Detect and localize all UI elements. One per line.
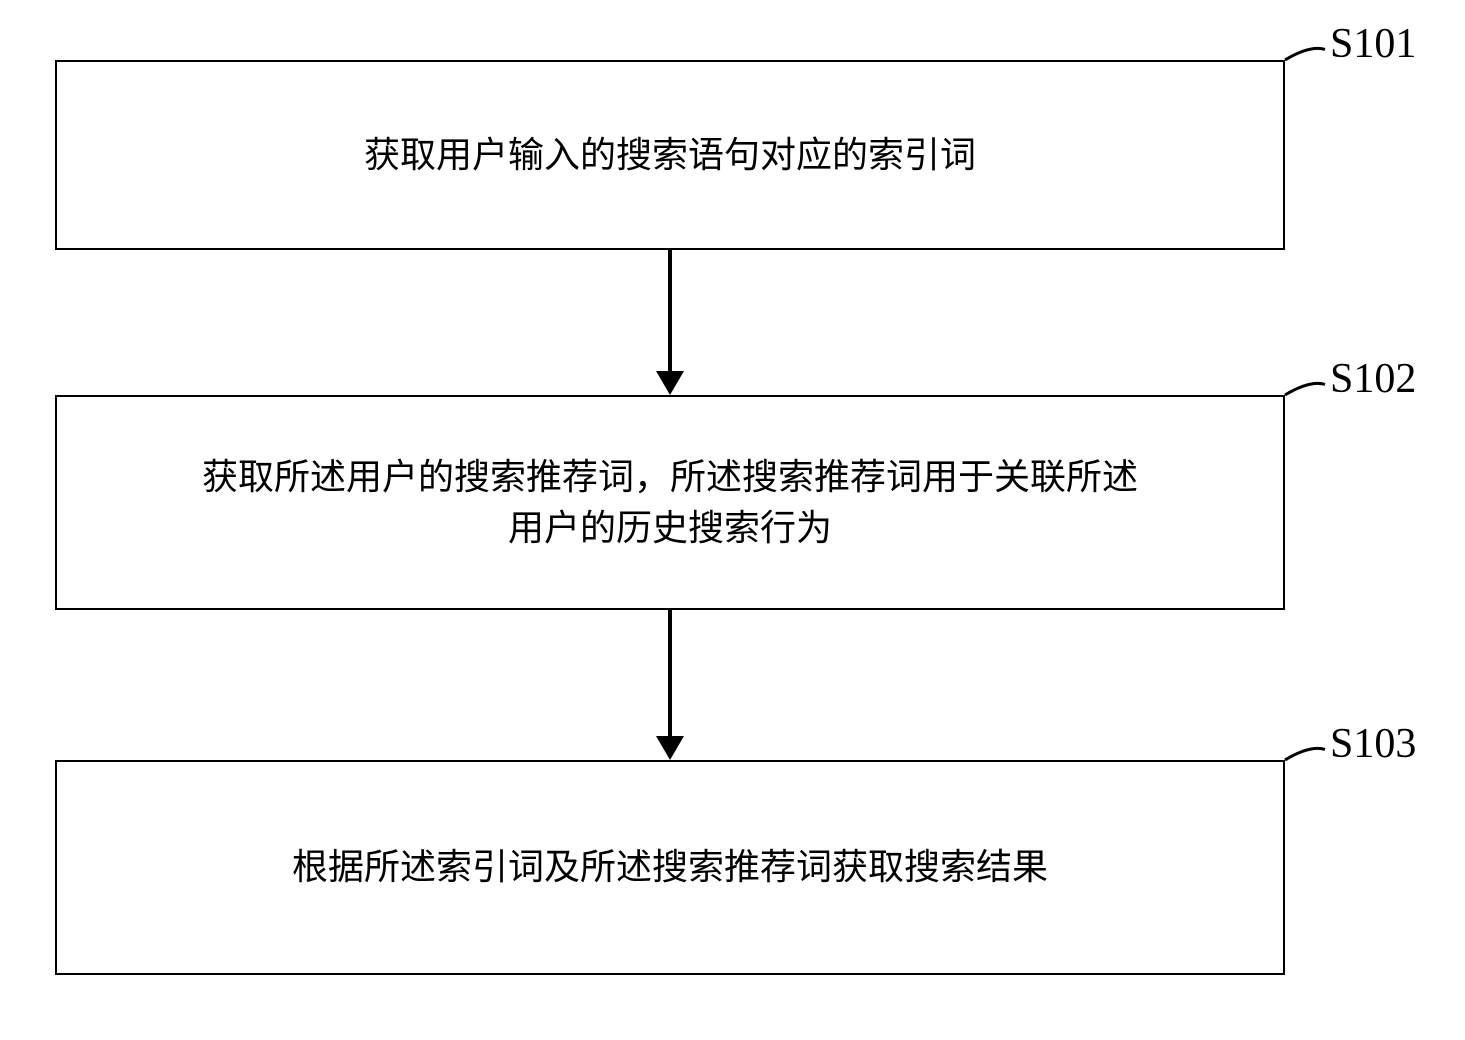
flowchart-arrow-s102-s103 [0, 0, 1465, 1040]
flowchart-canvas: 获取用户输入的搜索语句对应的索引词S101获取所述用户的搜索推荐词，所述搜索推荐… [0, 0, 1465, 1040]
